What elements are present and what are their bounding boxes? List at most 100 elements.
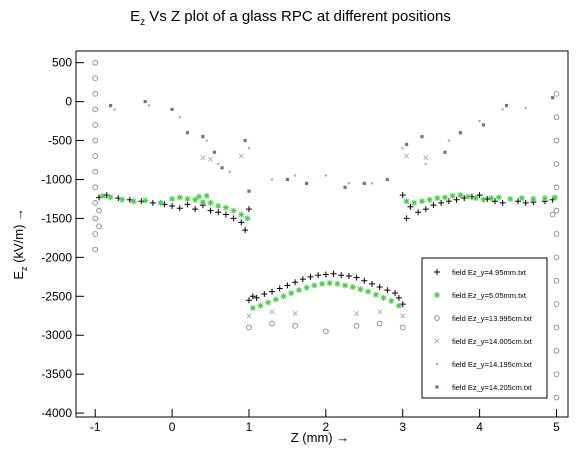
data-point (553, 231, 560, 237)
data-point (246, 313, 252, 319)
data-point (119, 196, 126, 203)
data-point (443, 150, 447, 154)
data-point (261, 290, 268, 297)
data-point (92, 246, 99, 253)
legend-box (421, 257, 548, 399)
data-point (92, 106, 99, 113)
data-point (426, 196, 433, 203)
data-point (530, 195, 537, 202)
data-point (442, 194, 448, 201)
data-point (246, 324, 252, 331)
data-point (243, 138, 247, 143)
data-point (385, 177, 389, 182)
legend-marker (434, 338, 440, 344)
data-point (215, 209, 222, 216)
legend-entry-label: field Ez_y=5.05mm.txt (452, 291, 527, 300)
data-point (553, 394, 560, 401)
series-5 (108, 96, 555, 193)
data-point (208, 156, 214, 162)
data-point (553, 347, 560, 354)
data-point (249, 293, 256, 300)
data-point (207, 207, 214, 214)
data-point (215, 202, 222, 209)
data-point (407, 203, 414, 210)
data-point (269, 309, 275, 315)
data-point (276, 285, 283, 292)
data-point (553, 277, 560, 284)
data-point (322, 271, 329, 278)
data-point (349, 283, 356, 290)
data-point (285, 177, 290, 182)
data-point (499, 199, 506, 206)
data-point (176, 194, 183, 201)
data-point (354, 310, 360, 316)
series-2 (92, 59, 560, 401)
data-point (230, 207, 237, 214)
data-point (480, 196, 487, 203)
data-point (324, 174, 328, 177)
data-point (370, 182, 374, 185)
data-point (113, 108, 116, 111)
data-point (334, 280, 341, 287)
data-point (92, 122, 99, 128)
data-point (445, 198, 452, 205)
data-point (257, 302, 264, 309)
data-point (96, 207, 102, 214)
data-point (292, 310, 298, 316)
data-point (361, 277, 368, 284)
data-point (96, 223, 102, 230)
y-tick-label: -1500 (41, 211, 72, 225)
data-point (220, 166, 224, 170)
data-point (272, 296, 279, 303)
data-point (184, 201, 191, 208)
series-3 (200, 153, 429, 319)
data-point (244, 215, 251, 222)
data-point (157, 199, 164, 206)
data-point (295, 287, 302, 294)
x-tick-label: -1 (90, 420, 101, 434)
data-point (138, 198, 145, 205)
chart-title: Ez Vs Z plot of a glass RPC at different… (130, 8, 451, 28)
data-point (504, 103, 509, 108)
data-point (222, 211, 229, 218)
data-point (372, 291, 379, 298)
data-point (247, 189, 251, 193)
y-tick-label: -2000 (41, 250, 72, 264)
data-point (377, 309, 383, 315)
data-point (553, 324, 560, 331)
data-points (92, 59, 560, 401)
data-point (449, 192, 456, 199)
data-point (424, 162, 427, 166)
data-point (553, 161, 560, 167)
data-point (185, 131, 190, 135)
data-point (362, 181, 366, 185)
data-point (478, 119, 481, 123)
data-point (481, 123, 486, 127)
legend-marker (435, 385, 439, 389)
y-tick-label: 500 (52, 56, 72, 70)
data-point (507, 195, 514, 202)
data-point (484, 195, 491, 202)
data-point (553, 254, 560, 261)
x-tick-label: 2 (323, 420, 330, 434)
series-1 (99, 192, 558, 311)
series-0 (96, 192, 556, 308)
data-point (388, 297, 395, 304)
data-point (242, 227, 249, 234)
data-point (353, 274, 360, 281)
data-point (553, 207, 560, 214)
data-point (207, 199, 214, 206)
data-point (353, 323, 360, 329)
data-point (245, 297, 252, 304)
data-point (247, 147, 251, 150)
legend-entry-label: field Ez_y=4.95mm.txt (452, 268, 527, 277)
data-point (553, 371, 560, 378)
data-point (357, 286, 364, 293)
y-tick-label: -4000 (41, 406, 72, 420)
data-point (553, 184, 560, 191)
data-point (549, 211, 556, 218)
data-point (401, 147, 404, 150)
data-point (92, 184, 99, 191)
data-point (501, 108, 504, 111)
data-point (245, 206, 252, 213)
